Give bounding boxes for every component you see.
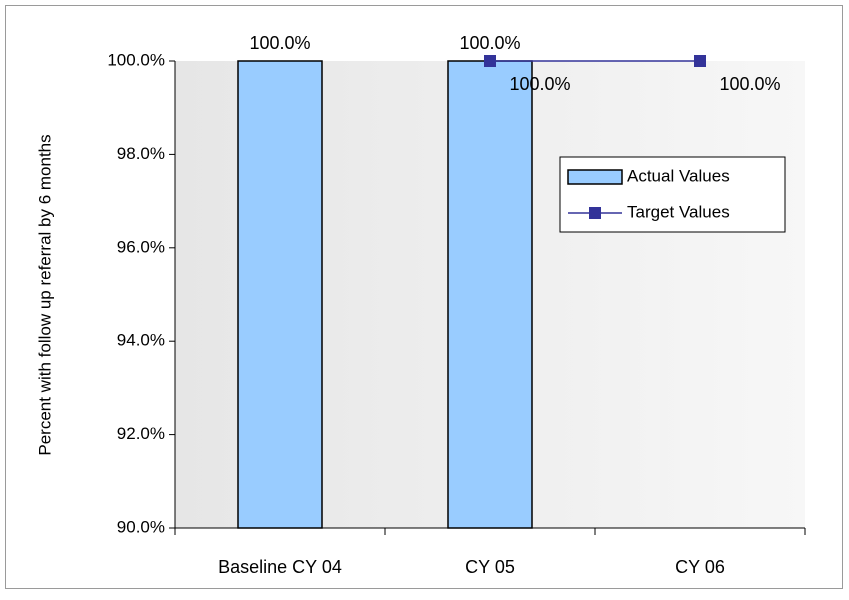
- y-tick-label: 98.0%: [117, 144, 165, 163]
- y-tick-label: 96.0%: [117, 237, 165, 256]
- y-axis-label: Percent with follow up referral by 6 mon…: [35, 134, 54, 455]
- data-label: 100.0%: [249, 33, 310, 53]
- legend-label: Actual Values: [627, 166, 730, 185]
- y-tick-label: 90.0%: [117, 517, 165, 536]
- data-label: 100.0%: [509, 74, 570, 94]
- x-tick-label: Baseline CY 04: [218, 557, 342, 577]
- legend-marker: [589, 207, 601, 219]
- legend-label: Target Values: [627, 202, 730, 221]
- line-marker: [484, 55, 496, 67]
- y-tick-label: 94.0%: [117, 331, 165, 350]
- x-tick-label: CY 06: [675, 557, 725, 577]
- x-tick-label: CY 05: [465, 557, 515, 577]
- bar: [237, 60, 323, 529]
- line-marker: [694, 55, 706, 67]
- data-label: 100.0%: [459, 33, 520, 53]
- bar: [447, 60, 533, 529]
- data-label: 100.0%: [719, 74, 780, 94]
- y-tick-label: 100.0%: [107, 50, 165, 69]
- y-tick-label: 92.0%: [117, 424, 165, 443]
- legend-swatch: [567, 169, 623, 185]
